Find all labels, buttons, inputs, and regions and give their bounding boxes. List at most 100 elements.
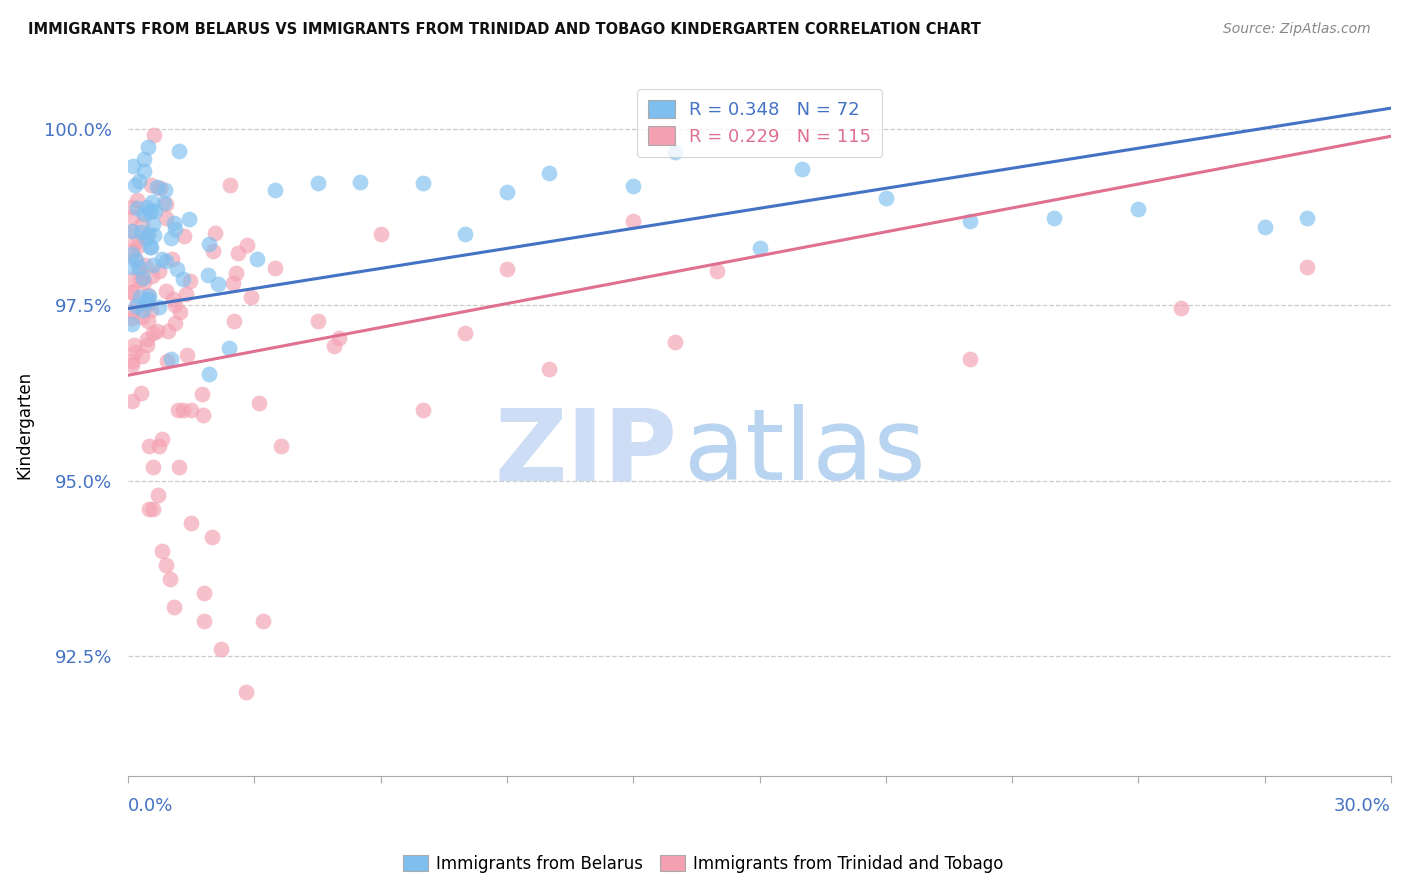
Point — [664, 145, 686, 159]
Point — [412, 176, 434, 190]
Point — [134, 276, 156, 290]
Point — [204, 226, 226, 240]
Point — [128, 174, 150, 188]
Text: IMMIGRANTS FROM BELARUS VS IMMIGRANTS FROM TRINIDAD AND TOBAGO KINDERGARTEN CORR: IMMIGRANTS FROM BELARUS VS IMMIGRANTS FR… — [28, 22, 981, 37]
Point — [179, 212, 201, 227]
Point — [146, 488, 169, 502]
Point — [142, 459, 165, 474]
Point — [197, 268, 219, 282]
Point — [222, 276, 245, 290]
Point — [167, 459, 190, 474]
Point — [121, 200, 143, 214]
Point — [127, 239, 149, 253]
Point — [155, 558, 177, 572]
Point — [173, 228, 195, 243]
Point — [179, 274, 201, 288]
Point — [124, 178, 146, 192]
Point — [131, 350, 153, 364]
Point — [135, 294, 157, 309]
Point — [125, 194, 148, 208]
Point — [247, 396, 270, 410]
Point — [121, 393, 143, 408]
Point — [143, 227, 166, 242]
Point — [141, 178, 163, 192]
Point — [149, 181, 172, 195]
Point — [412, 403, 434, 417]
Point — [136, 227, 159, 241]
Point — [131, 217, 153, 231]
Point — [167, 403, 190, 417]
Point — [307, 176, 329, 190]
Y-axis label: Kindergarten: Kindergarten — [15, 370, 32, 478]
Point — [235, 684, 257, 698]
Point — [125, 253, 148, 268]
Point — [121, 304, 143, 318]
Point — [142, 217, 165, 231]
Point — [1295, 260, 1317, 274]
Point — [138, 292, 160, 306]
Point — [135, 201, 157, 215]
Text: atlas: atlas — [683, 404, 925, 501]
Point — [141, 268, 163, 283]
Point — [349, 175, 371, 189]
Point — [790, 162, 813, 177]
Point — [621, 179, 644, 194]
Point — [193, 615, 215, 629]
Point — [252, 615, 274, 629]
Point — [135, 293, 157, 307]
Point — [240, 290, 263, 304]
Point — [162, 216, 184, 230]
Point — [128, 273, 150, 287]
Point — [198, 236, 221, 251]
Point — [218, 178, 240, 192]
Point — [328, 331, 350, 345]
Text: Source: ZipAtlas.com: Source: ZipAtlas.com — [1223, 22, 1371, 37]
Point — [121, 285, 143, 299]
Point — [1128, 202, 1150, 216]
Point — [191, 408, 214, 422]
Point — [191, 387, 214, 401]
Point — [141, 194, 163, 209]
Point — [167, 144, 190, 158]
Point — [121, 224, 143, 238]
Point — [1170, 301, 1192, 315]
Legend: Immigrants from Belarus, Immigrants from Trinidad and Tobago: Immigrants from Belarus, Immigrants from… — [396, 848, 1010, 880]
Point — [270, 439, 292, 453]
Point — [201, 530, 224, 544]
Point — [246, 252, 269, 266]
Point — [959, 214, 981, 228]
Point — [621, 214, 644, 228]
Point — [136, 314, 159, 328]
Point — [136, 297, 159, 311]
Point — [150, 432, 173, 446]
Point — [121, 210, 143, 224]
Point — [135, 232, 157, 246]
Text: 30.0%: 30.0% — [1334, 797, 1391, 815]
Point — [162, 252, 184, 266]
Legend: R = 0.348   N = 72, R = 0.229   N = 115: R = 0.348 N = 72, R = 0.229 N = 115 — [637, 89, 882, 157]
Point — [138, 501, 160, 516]
Point — [163, 600, 186, 615]
Point — [160, 352, 183, 367]
Point — [134, 258, 156, 272]
Point — [155, 183, 177, 197]
Point — [165, 298, 187, 312]
Point — [138, 439, 160, 453]
Point — [122, 272, 145, 286]
Point — [155, 254, 177, 268]
Point — [959, 351, 981, 366]
Point — [323, 339, 346, 353]
Point — [139, 303, 162, 318]
Point — [141, 239, 163, 253]
Point — [225, 266, 247, 280]
Point — [139, 203, 162, 218]
Point — [148, 300, 170, 314]
Point — [150, 252, 173, 266]
Point — [142, 326, 165, 340]
Point — [128, 260, 150, 274]
Point — [122, 159, 145, 173]
Point — [169, 304, 191, 318]
Point — [129, 225, 152, 239]
Point — [138, 204, 160, 219]
Point — [128, 290, 150, 304]
